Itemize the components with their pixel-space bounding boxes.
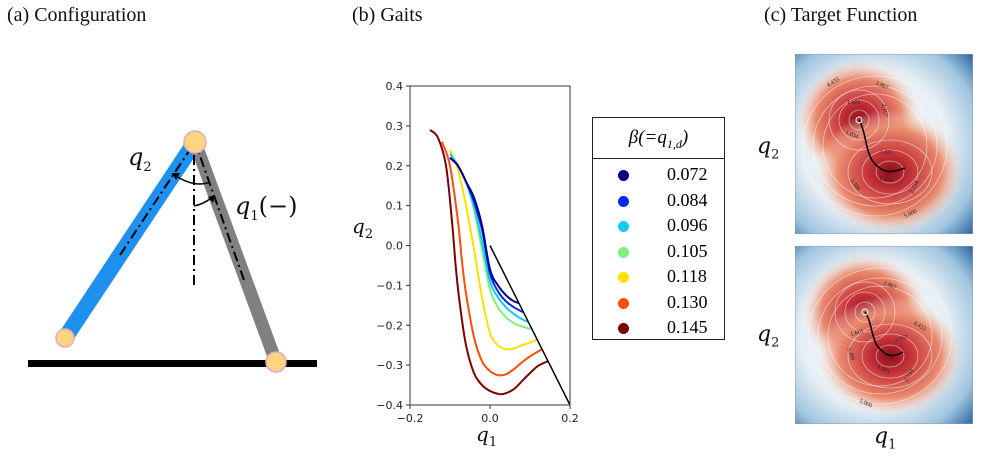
contour-label: 3.300 bbox=[845, 347, 855, 362]
legend-value: 0.118 bbox=[667, 266, 707, 286]
optimal-trajectory bbox=[858, 119, 906, 173]
contour-label: 1.034 bbox=[844, 130, 859, 140]
gait-series-0.072 bbox=[449, 157, 520, 304]
x-tick-label: 0.2 bbox=[561, 412, 579, 425]
hip-joint bbox=[183, 130, 207, 154]
plot-frame bbox=[409, 85, 571, 406]
panel-a-title: (a) Configuration bbox=[7, 4, 147, 26]
y-tick-label: 0.1 bbox=[386, 200, 404, 213]
contour-label: 1.034 bbox=[879, 176, 893, 184]
contour-lines bbox=[802, 75, 948, 217]
gaits-chart: 0.40.30.20.10.0−0.1−0.2−0.3−0.4−0.2 0.0 0.… bbox=[376, 80, 579, 425]
y-tick-label: −0.3 bbox=[376, 359, 403, 372]
gait-series-0.130 bbox=[441, 141, 543, 377]
legend-color-dot-icon bbox=[618, 221, 629, 232]
legend-value: 0.105 bbox=[667, 240, 708, 261]
legend-item: 0.130 bbox=[593, 291, 724, 317]
contour-label: 1.601 bbox=[847, 100, 861, 106]
legend-color-dot-icon bbox=[618, 323, 629, 334]
heatmap-bottom-y-label: q2 bbox=[757, 322, 780, 351]
y-tick-label: −0.1 bbox=[376, 279, 403, 292]
gray-link bbox=[188, 139, 283, 365]
legend-item: 0.145 bbox=[593, 316, 724, 342]
y-tick-label: 0.3 bbox=[386, 120, 404, 133]
y-tick-label: 0.4 bbox=[386, 80, 404, 93]
q2-angle-arc bbox=[175, 175, 211, 185]
legend-item: 0.072 bbox=[593, 163, 724, 189]
swing-foot-joint bbox=[55, 328, 75, 348]
x-tick-label: −0.2 bbox=[397, 412, 424, 425]
legend-value: 0.096 bbox=[667, 215, 708, 235]
contour-label: 2.167 bbox=[880, 103, 888, 117]
legend-color-dot-icon bbox=[618, 170, 629, 181]
legend-item: 0.118 bbox=[593, 265, 724, 291]
optimal-trajectory bbox=[864, 311, 904, 357]
target-function-heatmap-bottom: 3.867 4.433 1.601 2.167 3.300 1.601 2.73… bbox=[795, 246, 973, 424]
configuration-diagram bbox=[28, 130, 317, 373]
contour-label: 3.867 bbox=[882, 280, 897, 291]
contour-label: 4.433 bbox=[912, 321, 927, 333]
contour-labels: 3.867 4.433 1.601 2.167 3.300 1.601 2.73… bbox=[845, 280, 927, 409]
x-tick-label: 0.0 bbox=[481, 412, 499, 425]
contour-label: 3.867 bbox=[874, 80, 889, 91]
contour-label: 5.000 bbox=[903, 209, 918, 220]
q2-arc-arrowhead bbox=[172, 173, 180, 180]
contour-label: 4.433 bbox=[826, 77, 841, 89]
y-tick-label: −0.2 bbox=[376, 319, 403, 332]
legend-item: 0.096 bbox=[593, 214, 724, 240]
gait-series-0.105 bbox=[449, 153, 533, 331]
contour-label: 1.601 bbox=[880, 150, 894, 156]
legend-color-dot-icon bbox=[618, 297, 629, 309]
gray-link-centerline bbox=[194, 141, 245, 281]
q1-angle-label: q1(−) bbox=[235, 192, 298, 224]
contour-label: 2.734 bbox=[909, 180, 920, 195]
stance-foot-joint bbox=[265, 351, 287, 373]
y-tick-label: 0.0 bbox=[386, 240, 404, 253]
gaits-x-axis-label: q1 bbox=[476, 422, 498, 450]
impact-line bbox=[489, 245, 571, 406]
gait-series-0.118 bbox=[449, 149, 538, 351]
target-function-heatmap-top: 4.433 3.867 1.601 2.167 1.034 1.601 1.03… bbox=[795, 54, 973, 234]
q2-angle-label: q2 bbox=[128, 143, 152, 175]
y-tick-label: −0.4 bbox=[376, 399, 403, 412]
legend-value: 0.130 bbox=[667, 291, 708, 312]
beta-legend: β(=q1,d) 0.072 0.084 0.096 0.105 0.118 0.130 0… bbox=[592, 117, 725, 340]
contour-label: 1.601 bbox=[850, 329, 865, 338]
contour-label: 5.000 bbox=[858, 398, 873, 409]
ground-line bbox=[28, 360, 317, 367]
legend-color-dot-icon bbox=[618, 272, 629, 283]
legend-title: β(=q1,d) bbox=[593, 118, 724, 159]
legend-item: 0.105 bbox=[593, 240, 724, 266]
legend-item: 0.084 bbox=[593, 189, 724, 215]
heatmap-x-label: q1 bbox=[874, 424, 897, 453]
gaits-y-axis-label: q2 bbox=[352, 214, 374, 242]
contour-label: 2.167 bbox=[894, 335, 909, 344]
minimum-marker bbox=[861, 308, 869, 316]
q1-arc-arrowhead bbox=[208, 195, 215, 203]
gait-series-0.096 bbox=[449, 153, 529, 323]
contour-label: 1.601 bbox=[876, 364, 891, 375]
panel-c-title: (c) Target Function bbox=[764, 4, 918, 26]
y-tick-label: 0.2 bbox=[386, 160, 404, 173]
q1-angle-arc bbox=[193, 197, 212, 207]
legend-color-dot-icon bbox=[618, 195, 629, 207]
legend-value: 0.145 bbox=[667, 317, 708, 337]
legend-value: 0.072 bbox=[667, 164, 708, 184]
legend-value: 0.084 bbox=[667, 189, 708, 210]
legend-color-dot-icon bbox=[618, 246, 629, 258]
heatmap-top-y-label: q2 bbox=[757, 134, 780, 163]
gait-series-0.145 bbox=[429, 129, 549, 396]
panel-b-title: (b) Gaits bbox=[352, 4, 423, 26]
blue-link-centerline bbox=[119, 141, 196, 256]
minimum-marker bbox=[855, 116, 863, 124]
contour-labels: 4.433 3.867 1.601 2.167 1.034 1.601 1.03… bbox=[826, 77, 921, 220]
contour-lines bbox=[807, 267, 953, 405]
contour-label: 2.734 bbox=[904, 368, 916, 383]
